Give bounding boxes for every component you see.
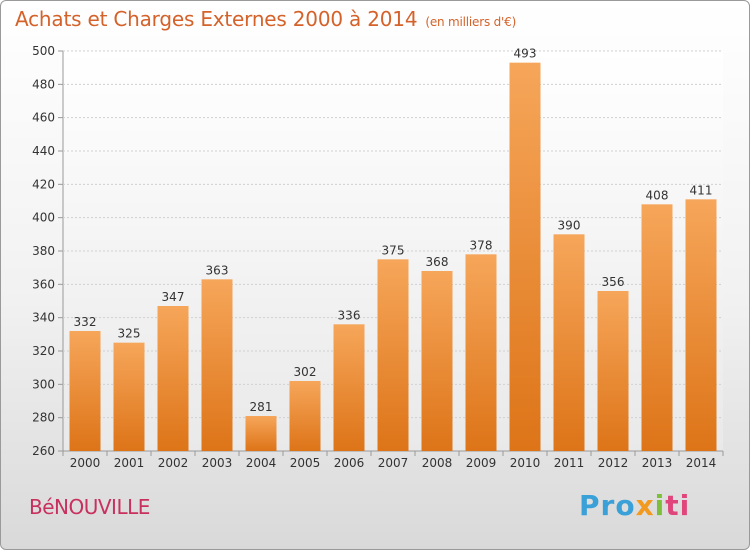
y-tick-label: 360: [32, 277, 55, 291]
bar: [289, 381, 321, 451]
chart-subtitle: (en milliers d'€): [425, 15, 517, 29]
bar: [553, 234, 585, 451]
bar: [113, 342, 145, 451]
y-tick-label: 280: [32, 411, 55, 425]
bar: [69, 331, 101, 451]
bar: [333, 324, 365, 451]
data-label: 332: [74, 315, 97, 329]
bar: [685, 199, 717, 451]
data-label: 325: [118, 327, 141, 341]
x-tick-label: 2002: [158, 456, 189, 470]
data-label: 363: [206, 263, 229, 277]
x-tick-label: 2000: [70, 456, 101, 470]
x-tick-label: 2007: [378, 456, 409, 470]
bar: [201, 279, 233, 451]
y-tick-label: 380: [32, 244, 55, 258]
bar: [641, 204, 673, 451]
bar: [509, 62, 541, 452]
data-label: 375: [382, 243, 405, 257]
x-tick-label: 2011: [554, 456, 585, 470]
x-tick-label: 2005: [290, 456, 321, 470]
x-tick-label: 2013: [642, 456, 673, 470]
bar: [157, 306, 189, 451]
x-tick-label: 2001: [114, 456, 145, 470]
y-tick-label: 500: [32, 44, 55, 58]
x-tick-label: 2012: [598, 456, 629, 470]
x-tick-label: 2004: [246, 456, 277, 470]
x-tick-label: 2008: [422, 456, 453, 470]
x-tick-label: 2010: [510, 456, 541, 470]
data-label: 408: [646, 188, 669, 202]
data-label: 336: [338, 308, 361, 322]
x-tick-label: 2006: [334, 456, 365, 470]
y-tick-label: 320: [32, 344, 55, 358]
data-label: 390: [558, 218, 581, 232]
data-label: 356: [602, 275, 625, 289]
data-label: 281: [250, 400, 273, 414]
data-label: 368: [426, 255, 449, 269]
y-tick-label: 480: [32, 77, 55, 91]
bar: [465, 254, 497, 451]
x-tick-label: 2009: [466, 456, 497, 470]
y-tick-label: 460: [32, 111, 55, 125]
data-label: 378: [470, 238, 493, 252]
data-label: 302: [294, 365, 317, 379]
bar: [245, 416, 277, 451]
y-tick-label: 400: [32, 211, 55, 225]
bar: [597, 291, 629, 451]
y-tick-label: 260: [32, 444, 55, 458]
y-tick-label: 440: [32, 144, 55, 158]
data-label: 411: [690, 183, 713, 197]
y-tick-label: 300: [32, 377, 55, 391]
y-tick-label: 420: [32, 177, 55, 191]
bar: [377, 259, 409, 451]
x-tick-label: 2014: [686, 456, 717, 470]
bar: [421, 271, 453, 451]
y-tick-label: 340: [32, 311, 55, 325]
proxiti-logo: Proxiti: [579, 489, 691, 522]
data-label: 347: [162, 290, 185, 304]
chart-title: Achats et Charges Externes 2000 à 2014 (e…: [15, 7, 517, 31]
data-label: 493: [514, 47, 537, 61]
commune-name: BéNOUVILLE: [29, 495, 150, 519]
x-tick-label: 2003: [202, 456, 233, 470]
